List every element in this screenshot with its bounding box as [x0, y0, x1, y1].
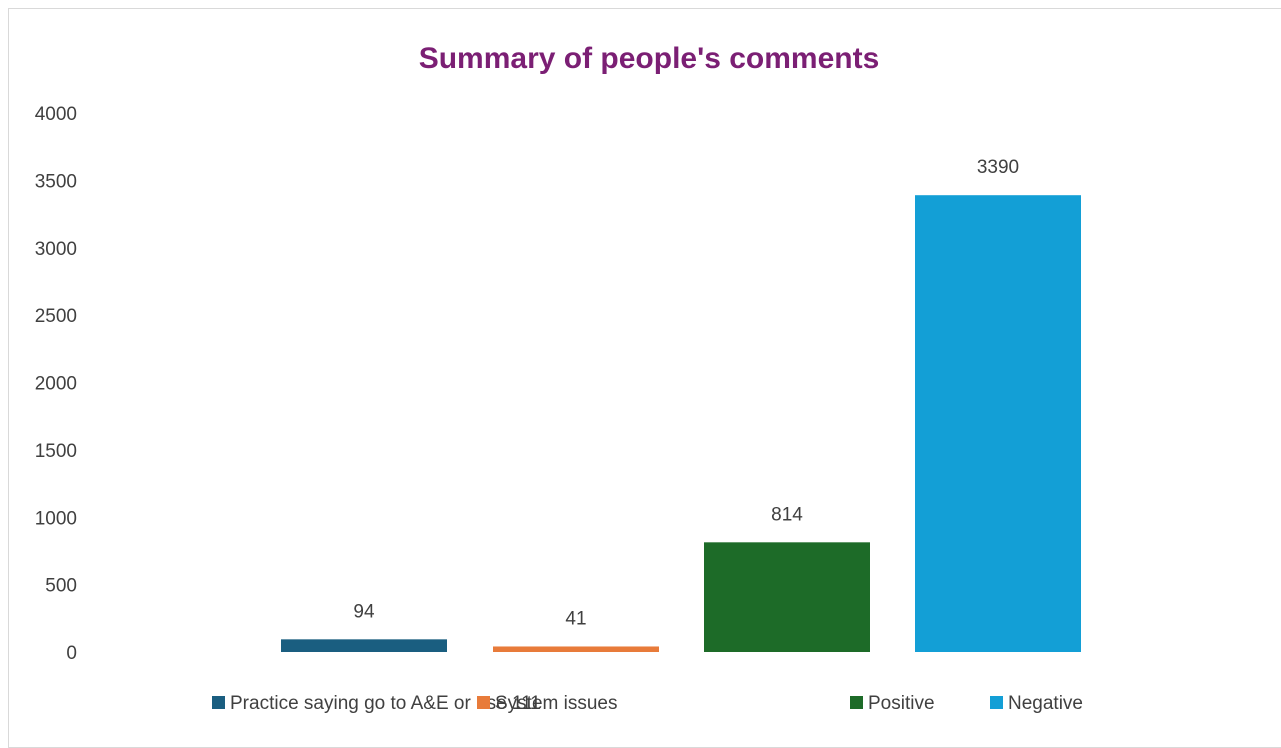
y-tick-label: 1500: [35, 441, 77, 462]
y-tick-label: 1000: [35, 508, 77, 529]
legend-item: Practice saying go to A&E or use 111: [212, 693, 541, 714]
bar: [493, 646, 659, 652]
legend-swatch: [990, 696, 1003, 709]
data-label: 3390: [977, 157, 1019, 178]
y-tick-label: 3000: [35, 239, 77, 260]
legend-swatch: [477, 696, 490, 709]
chart-title: Summary of people's comments: [419, 42, 880, 75]
y-tick-label: 3500: [35, 171, 77, 192]
bar: [704, 542, 870, 652]
data-label: 41: [565, 608, 586, 629]
y-tick-label: 4000: [35, 104, 77, 125]
legend: Practice saying go to A&E or use 111Syst…: [212, 693, 1083, 714]
legend-label: Practice saying go to A&E or use 111: [230, 693, 541, 714]
y-tick-label: 2500: [35, 306, 77, 327]
legend-swatch: [850, 696, 863, 709]
legend-label: System issues: [495, 693, 617, 714]
legend-item: System issues: [477, 693, 617, 714]
legend-label: Positive: [868, 693, 935, 714]
legend-item: Negative: [990, 693, 1083, 714]
bar: [915, 195, 1081, 652]
y-tick-label: 500: [45, 576, 77, 597]
y-axis: 0 500 1000 1500 2000 2500 3000 3500 4000: [35, 104, 77, 664]
y-tick-label: 2000: [35, 374, 77, 395]
bar: [281, 639, 447, 652]
data-label: 814: [771, 504, 803, 525]
data-labels: 94 41 814 3390: [353, 157, 1019, 629]
legend-item: Positive: [850, 693, 935, 714]
data-label: 94: [353, 601, 375, 622]
bars: [281, 195, 1081, 652]
y-tick-label: 0: [66, 643, 77, 664]
legend-swatch: [212, 696, 225, 709]
legend-label: Negative: [1008, 693, 1083, 714]
